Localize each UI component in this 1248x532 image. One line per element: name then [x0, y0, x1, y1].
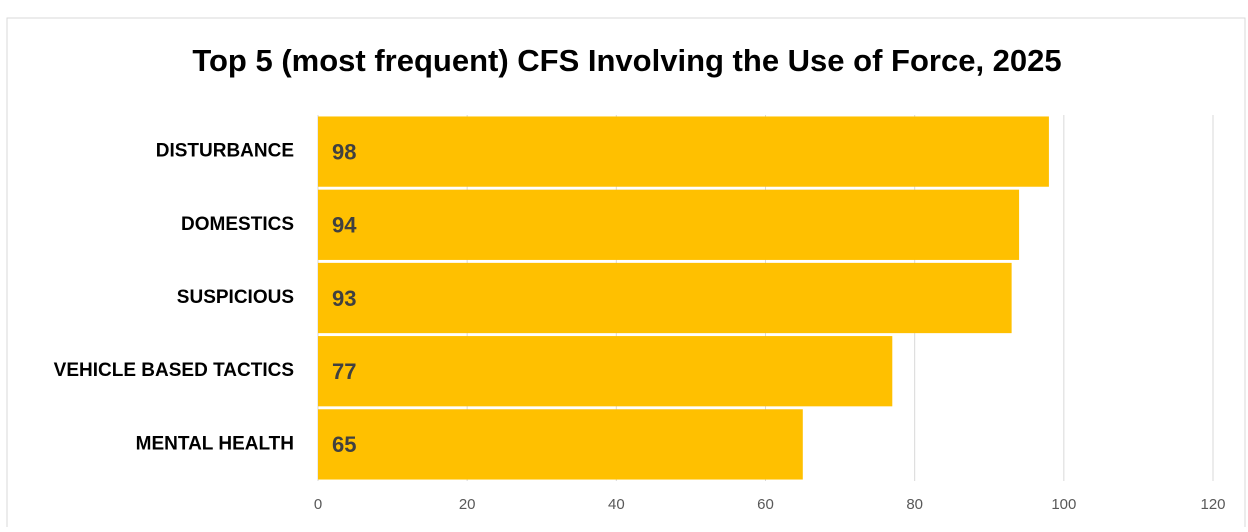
bar [318, 336, 893, 407]
bar [318, 262, 1012, 334]
y-tick-label: MENTAL HEALTH [136, 433, 294, 454]
y-tick-label: DOMESTICS [181, 214, 294, 235]
value-label: 93 [332, 286, 356, 311]
x-tick-label: 60 [757, 496, 774, 513]
bar [318, 189, 1020, 260]
value-label: 98 [332, 139, 356, 164]
x-tick-label: 0 [314, 496, 322, 513]
value-label: 94 [332, 213, 357, 238]
x-tick-label: 80 [906, 496, 923, 513]
y-tick-label: SUSPICIOUS [177, 287, 294, 308]
bar [318, 116, 1049, 187]
x-tick-label: 40 [608, 496, 625, 513]
x-tick-label: 100 [1051, 496, 1076, 513]
y-tick-label: DISTURBANCE [156, 141, 294, 162]
bar [318, 409, 803, 480]
chart-title: Top 5 (most frequent) CFS Involving the … [192, 43, 1061, 78]
value-label: 77 [332, 359, 356, 384]
value-label: 65 [332, 432, 356, 457]
y-tick-label: VEHICLE BASED TACTICS [54, 360, 294, 381]
x-tick-label: 20 [459, 496, 476, 513]
x-tick-label: 120 [1200, 496, 1225, 513]
